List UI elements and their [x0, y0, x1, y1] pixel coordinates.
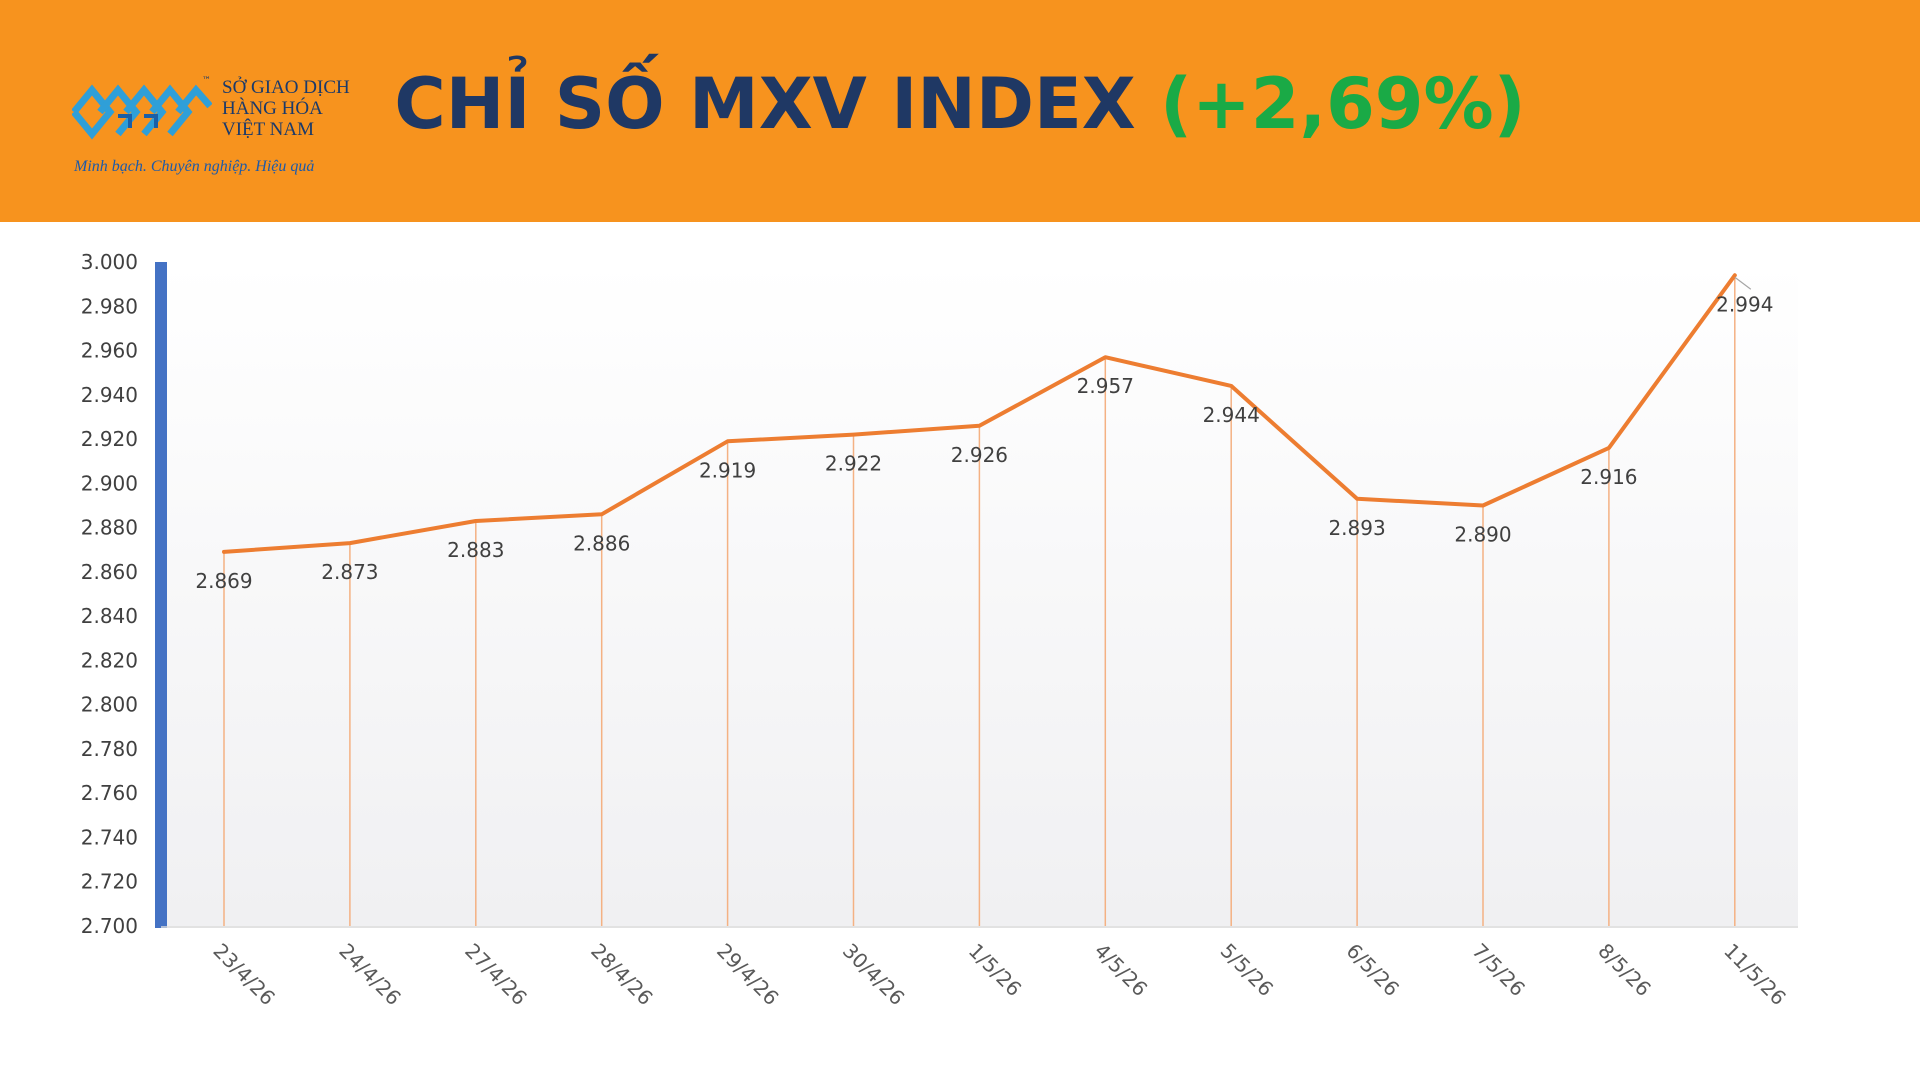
- y-tick-label: 2.960: [81, 339, 138, 363]
- y-tick-label: 2.860: [81, 560, 138, 584]
- x-tick-label: 8/5/26: [1593, 939, 1655, 1001]
- data-labels: 2.869 2.873 2.883 2.886 2.919 2.922 2.926 2.957…: [195, 276, 1773, 593]
- y-axis-tick-labels: 2.700 2.720 2.740 2.760 2.780 2.800 2.820 2.840…: [81, 250, 138, 938]
- data-label: 2.873: [321, 560, 378, 584]
- data-label: 2.944: [1203, 403, 1260, 427]
- x-axis-tick-labels: 23/4/26 24/4/26 27/4/26 28/4/26 29/4/26 30/4/…: [208, 939, 1790, 1010]
- x-tick-label: 1/5/26: [964, 939, 1026, 1001]
- page-title: CHỈ SỐ MXV INDEX (+2,69%): [0, 62, 1920, 146]
- data-label: 2.893: [1328, 516, 1385, 540]
- y-tick-label: 2.780: [81, 737, 138, 761]
- x-tick-label: 23/4/26: [208, 939, 279, 1010]
- series-line: [222, 273, 1737, 554]
- logo-trademark: ™: [202, 76, 211, 86]
- data-label: 2.919: [699, 458, 756, 482]
- logo-text-line-2: HÀNG HÓA: [222, 98, 323, 119]
- mxv-index-line-chart: 2.700 2.720 2.740 2.760 2.780 2.800 2.820 2.840…: [81, 250, 1798, 1010]
- y-tick-label: 2.740: [81, 825, 138, 849]
- x-tick-label: 24/4/26: [334, 939, 405, 1010]
- x-tick-label: 7/5/26: [1467, 939, 1529, 1001]
- x-tick-label: 6/5/26: [1342, 939, 1404, 1001]
- data-label: 2.890: [1454, 522, 1511, 546]
- y-tick-label: 3.000: [81, 250, 138, 274]
- plot-area: [158, 262, 1798, 926]
- x-tick-label: 28/4/26: [586, 939, 657, 1010]
- x-tick-label: 4/5/26: [1090, 939, 1152, 1001]
- x-tick-label: 29/4/26: [712, 939, 783, 1010]
- logo-text-line-1: SỞ GIAO DỊCH: [222, 77, 350, 98]
- y-tick-label: 2.800: [81, 693, 138, 717]
- data-label: 2.869: [195, 569, 252, 593]
- y-tick-label: 2.700: [81, 914, 138, 938]
- y-tick-label: 2.820: [81, 648, 138, 672]
- data-label-leader: [1734, 276, 1752, 290]
- y-tick-label: 2.980: [81, 294, 138, 318]
- x-tick-label: 30/4/26: [838, 939, 909, 1010]
- y-axis-bar: [155, 262, 167, 928]
- x-tick-label: 11/5/26: [1719, 939, 1790, 1010]
- title-main: CHỈ SỐ MXV INDEX: [394, 63, 1136, 145]
- y-tick-label: 2.880: [81, 516, 138, 540]
- data-label: 2.922: [825, 452, 882, 476]
- data-label: 2.886: [573, 531, 630, 555]
- y-tick-label: 2.940: [81, 383, 138, 407]
- logo-tagline: Minh bạch. Chuyên nghiệp. Hiệu quả: [74, 158, 315, 175]
- data-label: 2.916: [1580, 465, 1637, 489]
- x-tick-label: 27/4/26: [460, 939, 531, 1010]
- y-tick-label: 2.720: [81, 870, 138, 894]
- y-tick-label: 2.900: [81, 471, 138, 495]
- x-tick-label: 5/5/26: [1216, 939, 1278, 1001]
- data-label: 2.926: [951, 443, 1008, 467]
- y-tick-label: 2.840: [81, 604, 138, 628]
- title-change-percent: (+2,69%): [1160, 63, 1526, 145]
- data-label: 2.994: [1716, 292, 1773, 316]
- data-label: 2.883: [447, 538, 504, 562]
- mxv-logo-icon: [72, 84, 212, 140]
- data-label: 2.957: [1077, 374, 1134, 398]
- header-banner: ™ SỞ GIAO DỊCH HÀNG HÓA VIỆT NAM Minh bạ…: [0, 0, 1920, 222]
- drop-lines: [223, 275, 1736, 926]
- y-tick-label: 2.920: [81, 427, 138, 451]
- y-tick-label: 2.760: [81, 781, 138, 805]
- mxv-logo: ™ SỞ GIAO DỊCH HÀNG HÓA VIỆT NAM Minh bạ…: [72, 70, 372, 180]
- logo-text-line-3: VIỆT NAM: [222, 119, 315, 140]
